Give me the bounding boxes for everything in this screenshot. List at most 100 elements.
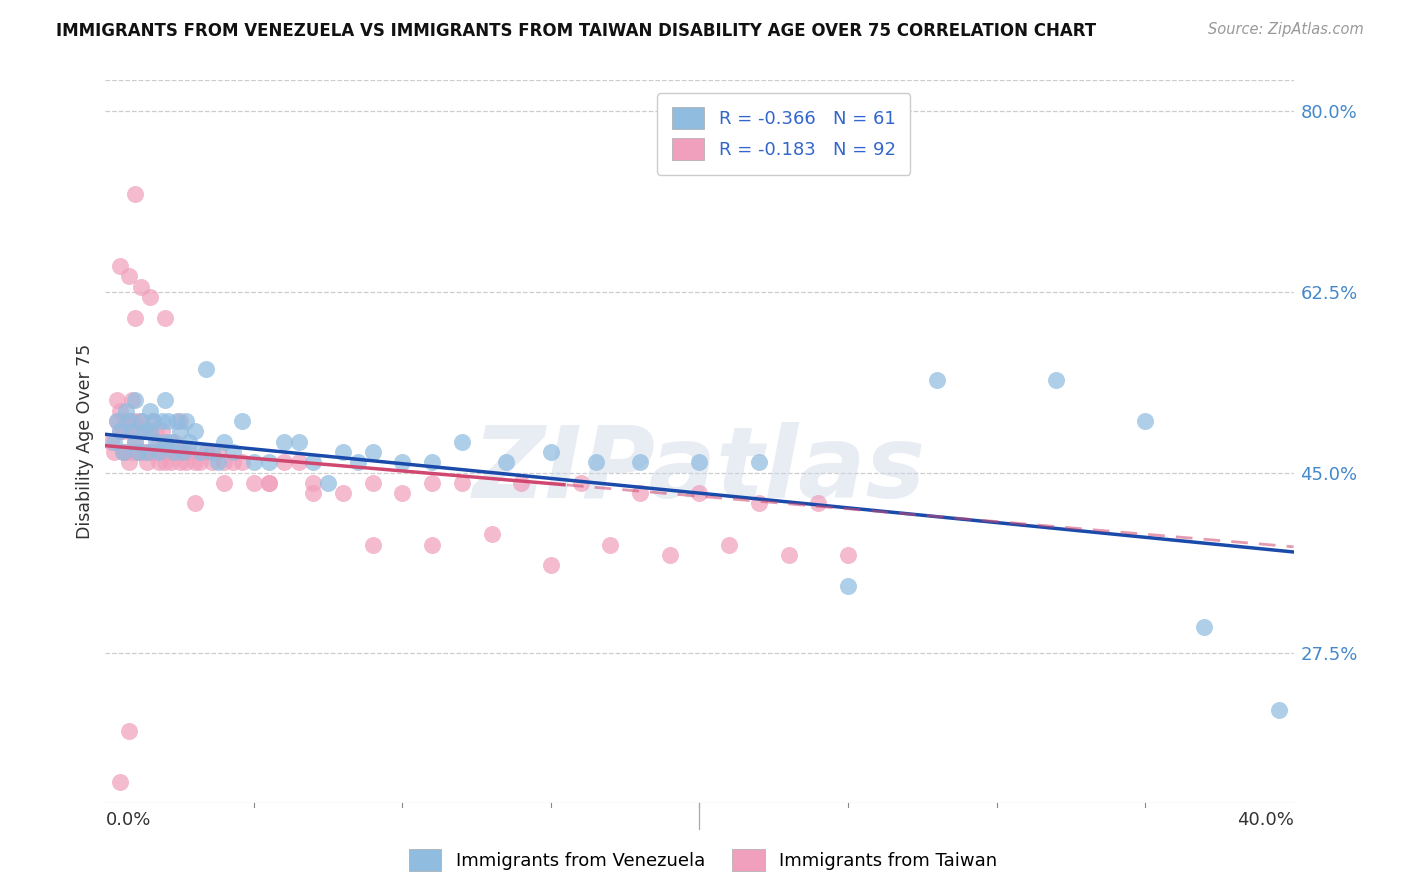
Point [129, 414, 152, 428]
Point [127, 445, 149, 459]
Point [214, 434, 236, 449]
Point [174, 455, 197, 469]
Point [145, 424, 167, 438]
Point [139, 424, 162, 438]
Point [142, 414, 165, 428]
Point [540, 445, 562, 459]
Point [156, 445, 179, 459]
Point [100, 434, 122, 449]
Point [169, 455, 191, 469]
Point [599, 538, 621, 552]
Point [257, 475, 280, 490]
Point [183, 455, 205, 469]
Point [231, 455, 253, 469]
Point [361, 445, 384, 459]
Legend: Immigrants from Venezuela, Immigrants from Taiwan: Immigrants from Venezuela, Immigrants fr… [402, 842, 1004, 879]
Point [136, 445, 159, 459]
Point [103, 434, 125, 449]
Point [103, 445, 125, 459]
Point [129, 414, 152, 428]
Point [136, 424, 159, 438]
Point [112, 445, 135, 459]
Point [112, 445, 135, 459]
Point [201, 445, 224, 459]
Point [153, 455, 176, 469]
Point [628, 486, 651, 500]
Point [207, 455, 229, 469]
Point [177, 445, 200, 459]
Point [129, 445, 152, 459]
Point [163, 434, 186, 449]
Point [112, 424, 135, 438]
Point [569, 475, 592, 490]
Point [201, 455, 224, 469]
Point [118, 269, 141, 284]
Point [148, 445, 170, 459]
Point [927, 373, 949, 387]
Point [222, 445, 245, 459]
Point [214, 475, 236, 490]
Point [153, 434, 176, 449]
Point [347, 455, 370, 469]
Point [195, 445, 218, 459]
Point [332, 445, 354, 459]
Point [172, 445, 194, 459]
Point [124, 393, 146, 408]
Point [183, 496, 205, 510]
Point [495, 455, 517, 469]
Point [231, 414, 253, 428]
Point [257, 455, 280, 469]
Point [807, 496, 830, 510]
Point [142, 445, 165, 459]
Point [837, 548, 859, 562]
Point [257, 475, 280, 490]
Point [115, 403, 138, 417]
Point [105, 414, 128, 428]
Point [150, 414, 173, 428]
Point [159, 434, 181, 449]
Point [243, 455, 266, 469]
Point [837, 579, 859, 593]
Point [540, 558, 562, 573]
Point [166, 445, 188, 459]
Point [145, 434, 167, 449]
Point [332, 486, 354, 500]
Point [420, 475, 443, 490]
Point [391, 486, 413, 500]
Point [121, 445, 143, 459]
Point [510, 475, 533, 490]
Point [142, 414, 165, 428]
Point [124, 414, 146, 428]
Point [585, 455, 607, 469]
Point [361, 475, 384, 490]
Point [172, 445, 194, 459]
Point [183, 424, 205, 438]
Point [139, 424, 162, 438]
Y-axis label: Disability Age Over 75: Disability Age Over 75 [76, 344, 94, 539]
Point [129, 279, 152, 293]
Point [391, 455, 413, 469]
Text: ZIPatlas: ZIPatlas [472, 422, 927, 519]
Point [628, 455, 651, 469]
Point [118, 455, 141, 469]
Point [748, 496, 770, 510]
Point [110, 259, 132, 273]
Point [153, 393, 176, 408]
Point [150, 445, 173, 459]
Point [110, 403, 132, 417]
Point [190, 455, 212, 469]
Point [450, 475, 472, 490]
Point [150, 424, 173, 438]
Point [190, 445, 212, 459]
Point [207, 445, 229, 459]
Point [1267, 703, 1289, 717]
Point [302, 455, 325, 469]
Point [420, 455, 443, 469]
Point [121, 393, 143, 408]
Point [110, 775, 132, 789]
Point [118, 723, 141, 738]
Point [420, 538, 443, 552]
Legend: R = -0.366   N = 61, R = -0.183   N = 92: R = -0.366 N = 61, R = -0.183 N = 92 [658, 93, 910, 175]
Point [132, 424, 155, 438]
Point [243, 475, 266, 490]
